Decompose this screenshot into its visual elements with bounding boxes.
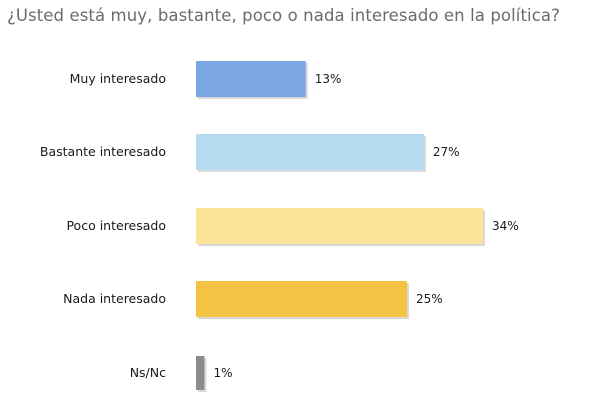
bar-poco-interesado xyxy=(196,208,483,244)
category-label: Nada interesado xyxy=(63,291,166,306)
category-label: Muy interesado xyxy=(70,71,166,86)
bar-bastante-interesado xyxy=(196,134,424,170)
category-label: Bastante interesado xyxy=(40,144,166,159)
value-label: 1% xyxy=(213,366,232,380)
value-label: 25% xyxy=(416,292,443,306)
category-label: Ns/Nc xyxy=(130,365,166,380)
value-label: 34% xyxy=(492,219,519,233)
chart-title: ¿Usted está muy, bastante, poco o nada i… xyxy=(7,6,560,25)
value-label: 27% xyxy=(433,145,460,159)
bar-muy-interesado xyxy=(196,61,306,97)
category-label: Poco interesado xyxy=(66,218,166,233)
bar-nada-interesado xyxy=(196,281,408,317)
value-label: 13% xyxy=(315,72,342,86)
bar-ns-nc xyxy=(196,356,205,390)
